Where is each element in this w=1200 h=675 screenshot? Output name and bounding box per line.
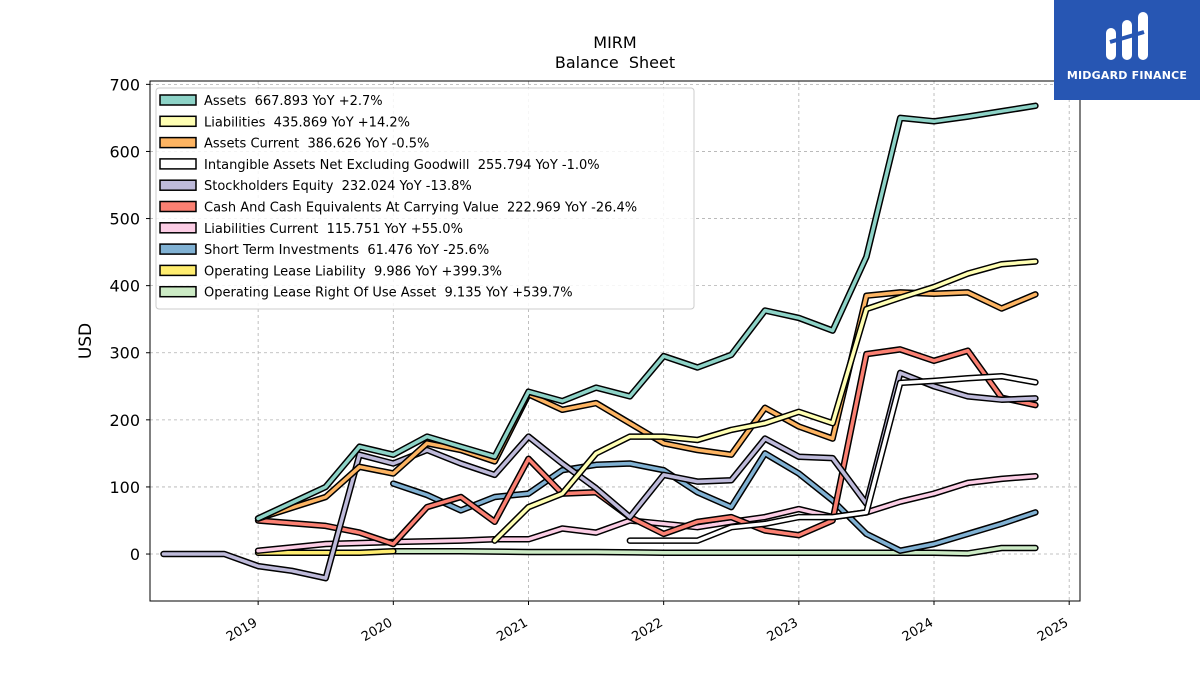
series-stroke: [256, 549, 396, 555]
series-line: [254, 548, 397, 556]
legend-entry: Intangible Assets Net Excluding Goodwill…: [159, 158, 600, 173]
midgard-finance-logo: MIDGARD FINANCE: [1054, 0, 1200, 100]
x-tick-label: 2023: [765, 615, 801, 645]
chart-subtitle: Balance Sheet: [555, 53, 675, 72]
series-line: [491, 258, 1039, 544]
legend-entry: Liabilities Current 115.751 YoY +55.0%: [159, 222, 463, 237]
x-tick-label: 2022: [630, 615, 666, 645]
series-stroke: [492, 259, 1038, 543]
legend-swatch: [159, 179, 197, 191]
y-axis-label: USD: [76, 323, 96, 359]
logo-text: MIDGARD FINANCE: [1066, 69, 1188, 82]
series-line: [254, 472, 1039, 554]
series-stroke: [628, 374, 1038, 543]
series-line: [626, 372, 1039, 544]
x-tick-label: 2020: [359, 615, 395, 645]
series-line: [254, 289, 1039, 522]
series-stroke: [391, 546, 1038, 556]
legend-entry: Assets 667.893 YoY +2.7%: [159, 94, 383, 109]
legend-label: Cash And Cash Equivalents At Carrying Va…: [204, 201, 637, 216]
legend-label: Liabilities Current 115.751 YoY +55.0%: [204, 222, 463, 237]
legend-entry: Stockholders Equity 232.024 YoY -13.8%: [159, 179, 472, 194]
legend-label: Liabilities 435.869 YoY +14.2%: [204, 115, 410, 130]
series-layer: [160, 102, 1039, 582]
legend-swatch: [159, 200, 197, 213]
plot-frame: [149, 80, 1081, 602]
series-line: [390, 544, 1039, 557]
legend-swatch: [159, 264, 197, 277]
series-stroke: [256, 290, 1038, 521]
legend-label: Assets 667.893 YoY +2.7%: [204, 94, 383, 109]
y-tick-label: 600: [109, 142, 140, 161]
y-tick-label: 0: [130, 545, 140, 564]
x-tick-label: 2025: [1035, 615, 1071, 645]
y-tick-label: 700: [109, 75, 140, 94]
legend-swatch: [159, 222, 197, 234]
legend-label: Intangible Assets Net Excluding Goodwill…: [204, 158, 600, 173]
legend-label: Assets Current 386.626 YoY -0.5%: [204, 137, 429, 152]
y-tick-label: 400: [109, 277, 140, 296]
legend: Assets 667.893 YoY +2.7% Liabilities 435.…: [155, 87, 695, 310]
legend-swatch: [159, 136, 197, 149]
logo-mark-icon: [1106, 12, 1148, 60]
legend-entry: Short Term Investments 61.476 YoY -25.6%: [159, 243, 489, 258]
series-line: [390, 450, 1039, 554]
legend-entry: Operating Lease Liability 9.986 YoY +399…: [159, 264, 502, 279]
legend-label: Operating Lease Liability 9.986 YoY +399…: [204, 264, 502, 279]
series-line: [254, 102, 1039, 522]
legend-swatch: [159, 158, 197, 170]
legend-swatch: [159, 94, 197, 106]
series-line: [254, 346, 1039, 548]
legend-entry: Assets Current 386.626 YoY -0.5%: [159, 136, 429, 152]
legend-entry: Operating Lease Right Of Use Asset 9.135…: [159, 285, 573, 301]
x-tick-label: 2019: [224, 615, 260, 645]
chart-title: MIRM: [593, 33, 636, 52]
legend-swatch: [159, 285, 197, 298]
series-outline: [254, 289, 1039, 522]
legend-box: [155, 87, 695, 310]
legend-entry: Cash And Cash Equivalents At Carrying Va…: [159, 200, 637, 216]
y-tick-label: 200: [109, 411, 140, 430]
y-tick-label: 300: [109, 344, 140, 363]
legend-label: Stockholders Equity 232.024 YoY -13.8%: [204, 179, 472, 194]
y-tick-label: 500: [109, 210, 140, 229]
y-tick-label: 100: [109, 478, 140, 497]
legend-swatch: [159, 115, 197, 128]
x-tick-label: 2021: [494, 615, 530, 645]
series-stroke: [256, 104, 1038, 521]
series-stroke: [256, 474, 1038, 553]
series-stroke: [256, 347, 1038, 546]
legend-label: Operating Lease Right Of Use Asset 9.135…: [204, 286, 573, 301]
series-stroke: [391, 451, 1038, 553]
legend-label: Short Term Investments 61.476 YoY -25.6%: [204, 243, 489, 258]
legend-swatch: [159, 243, 197, 255]
legend-entry: Liabilities 435.869 YoY +14.2%: [159, 115, 410, 130]
x-tick-label: 2024: [900, 615, 936, 645]
